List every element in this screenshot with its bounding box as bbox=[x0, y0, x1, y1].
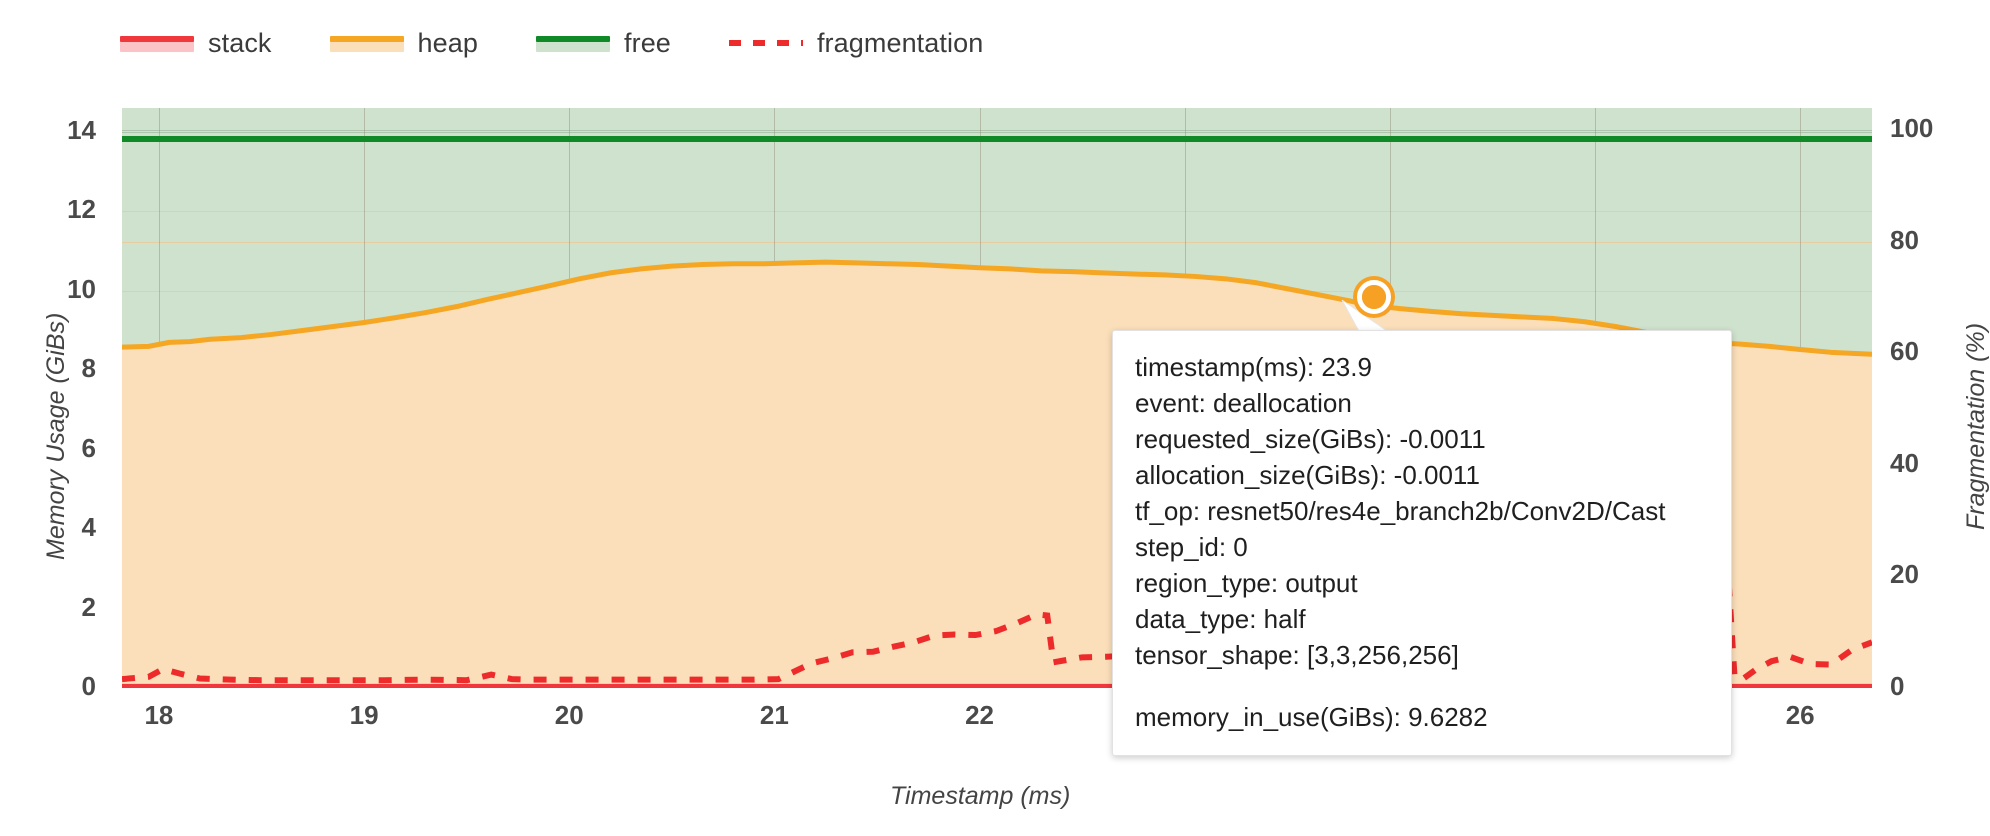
legend-label-stack: stack bbox=[208, 27, 272, 58]
y-axis-right-tick: 100 bbox=[1890, 113, 1934, 144]
y-axis-right-title: Fragmentation (%) bbox=[1962, 322, 1990, 530]
y-axis-left-tick: 4 bbox=[81, 512, 96, 543]
tooltip-line-allocation-size: allocation_size(GiBs): -0.0011 bbox=[1135, 460, 1480, 490]
y-axis-right-tick: 20 bbox=[1890, 559, 1919, 590]
gridline-horizontal bbox=[122, 211, 1872, 212]
legend-line-icon-stack bbox=[120, 35, 194, 52]
chart-legend: stack heap free fragmentation bbox=[120, 26, 983, 60]
y-axis-left-tick: 6 bbox=[81, 432, 96, 463]
tooltip-line-tensor-shape: tensor_shape: [3,3,256,256] bbox=[1135, 640, 1459, 670]
tooltip-line-region-type: region_type: output bbox=[1135, 568, 1358, 598]
y-axis-right-tick: 80 bbox=[1890, 224, 1919, 255]
tooltip-line-requested-size: requested_size(GiBs): -0.0011 bbox=[1135, 424, 1486, 454]
gridline-horizontal bbox=[122, 130, 1872, 131]
x-axis-tick: 26 bbox=[1785, 700, 1815, 730]
legend-line-icon-heap bbox=[329, 35, 404, 52]
legend-item-free[interactable]: free bbox=[536, 28, 671, 59]
x-axis-tick: 20 bbox=[554, 700, 584, 730]
legend-line-icon-free bbox=[536, 35, 610, 52]
gridline-horizontal bbox=[122, 132, 1872, 133]
gridline-horizontal bbox=[122, 242, 1872, 243]
x-axis-tick: 21 bbox=[759, 700, 789, 730]
legend-label-free: free bbox=[624, 27, 671, 58]
heap-line bbox=[122, 259, 1872, 357]
highlighted-data-point[interactable] bbox=[1357, 280, 1391, 314]
x-axis-tick: 22 bbox=[965, 700, 995, 730]
legend-label-heap: heap bbox=[417, 27, 478, 58]
y-axis-left-tick: 10 bbox=[67, 273, 96, 304]
y-axis-left-tick: 14 bbox=[67, 114, 96, 145]
legend-item-heap[interactable]: heap bbox=[329, 27, 478, 59]
tooltip-line-memory-in-use: memory_in_use(GiBs): 9.6282 bbox=[1135, 702, 1488, 732]
y-axis-right-tick: 60 bbox=[1890, 336, 1919, 367]
legend-dashed-line-icon-fragmentation bbox=[728, 35, 803, 52]
y-axis-left-tick: 8 bbox=[81, 353, 96, 384]
y-axis-right-tick: 0 bbox=[1890, 671, 1905, 701]
tooltip-line-step-id: step_id: 0 bbox=[1135, 532, 1248, 562]
x-axis-tick: 18 bbox=[144, 700, 174, 730]
y-axis-left-tick: 0 bbox=[81, 671, 96, 701]
tooltip-line-event: event: deallocation bbox=[1135, 388, 1352, 418]
y-axis-left-tick: 2 bbox=[81, 591, 96, 622]
x-axis-tick: 19 bbox=[349, 700, 379, 730]
y-axis-right-tick: 40 bbox=[1890, 447, 1919, 478]
x-axis-title: Timestamp (ms) bbox=[890, 782, 1071, 810]
legend-item-fragmentation[interactable]: fragmentation bbox=[728, 27, 984, 59]
legend-item-stack[interactable]: stack bbox=[120, 28, 272, 59]
tooltip-line-data-type: data_type: half bbox=[1135, 604, 1306, 634]
tooltip-spacer bbox=[1135, 673, 1709, 699]
legend-label-fragmentation: fragmentation bbox=[816, 27, 984, 58]
y-axis-left-title: Memory Usage (GiBs) bbox=[42, 312, 70, 560]
data-point-tooltip: timestamp(ms): 23.9 event: deallocation … bbox=[1112, 330, 1732, 756]
tooltip-line-timestamp: timestamp(ms): 23.9 bbox=[1135, 352, 1372, 382]
tooltip-line-tf-op: tf_op: resnet50/res4e_branch2b/Conv2D/Ca… bbox=[1135, 496, 1666, 526]
y-axis-left-tick: 12 bbox=[67, 194, 96, 225]
